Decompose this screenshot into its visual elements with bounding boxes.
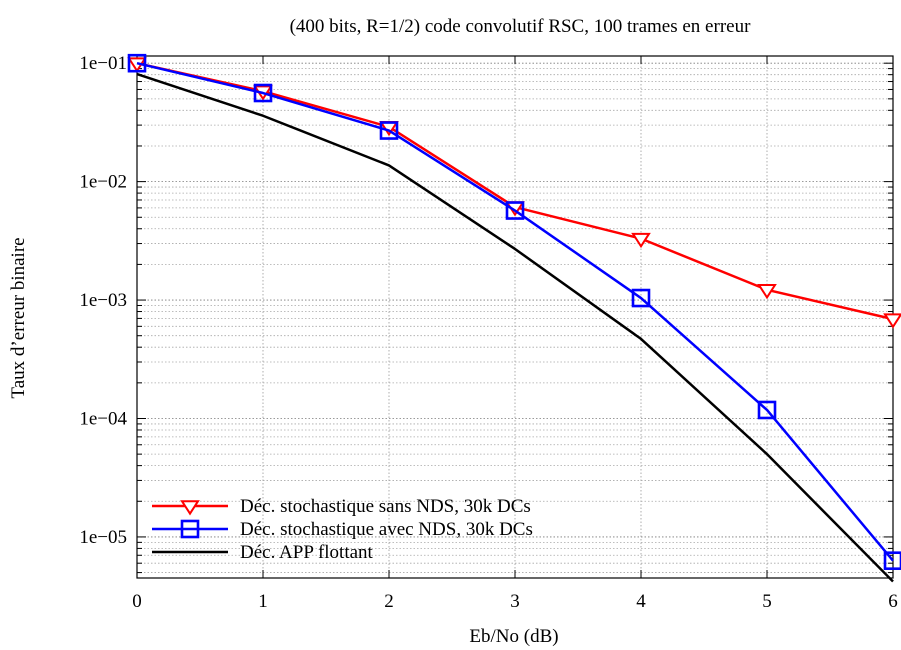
x-tick-label: 4	[636, 591, 646, 612]
x-tick-label: 3	[510, 591, 520, 612]
square-marker	[379, 121, 399, 140]
legend-item: Déc. APP flottant	[152, 542, 374, 563]
x-tick-label: 2	[384, 591, 394, 612]
square-marker	[180, 519, 200, 539]
y-tick-label: 1e−04	[79, 408, 127, 429]
series	[136, 72, 894, 583]
triangle-marker	[883, 313, 901, 329]
x-tick-label: 6	[888, 591, 898, 612]
legend-item: Déc. stochastique sans NDS, 30k DCs	[152, 496, 531, 517]
x-tick-label: 5	[762, 591, 772, 612]
legend-item: Déc. stochastique avec NDS, 30k DCs	[152, 519, 533, 540]
triangle-marker	[631, 232, 651, 249]
series-line	[136, 72, 894, 583]
triangle-marker	[180, 500, 200, 516]
x-tick-label: 0	[132, 591, 142, 612]
chart-title: (400 bits, R=1/2) code convolutif RSC, 1…	[290, 16, 751, 37]
y-tick-label: 1e−01	[79, 53, 127, 74]
triangle-marker	[757, 284, 777, 300]
y-axis-label: Taux d’erreur binaire	[8, 237, 29, 398]
square-marker	[505, 201, 525, 220]
y-tick-label: 1e−05	[79, 527, 127, 548]
series	[127, 53, 901, 570]
y-tick-label: 1e−02	[79, 172, 127, 193]
y-tick-label: 1e−03	[79, 290, 127, 311]
legend: Déc. stochastique sans NDS, 30k DCsDéc. …	[152, 496, 533, 563]
x-axis-label: Eb/No (dB)	[469, 626, 558, 647]
series-lines	[127, 53, 901, 583]
square-marker	[883, 551, 901, 570]
legend-label: Déc. stochastique avec NDS, 30k DCs	[240, 519, 533, 540]
series-line	[136, 61, 894, 562]
x-tick-label: 1	[258, 591, 268, 612]
legend-label: Déc. APP flottant	[240, 542, 374, 563]
grid	[136, 56, 894, 578]
legend-label: Déc. stochastique sans NDS, 30k DCs	[240, 496, 531, 517]
square-marker	[631, 288, 651, 308]
square-marker	[127, 53, 147, 73]
square-marker	[253, 83, 273, 103]
square-marker	[757, 400, 777, 420]
axis-ticks: 0 1 2 3 4 5 6 1e−01 1e−02 1e−03 1e−04 1e−05	[79, 53, 897, 612]
